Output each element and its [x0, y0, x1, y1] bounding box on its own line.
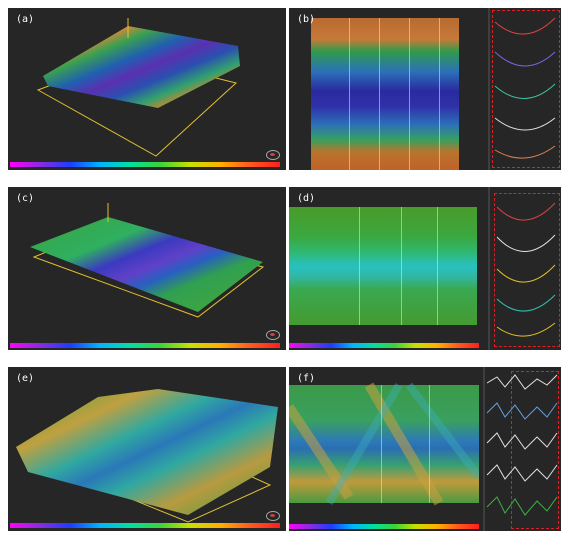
colorbar-f: [289, 524, 479, 529]
panel-label-c: (c): [16, 193, 35, 204]
texture-stripes-f: [289, 382, 479, 506]
panel-a: (a): [8, 8, 286, 170]
panel-label-e: (e): [16, 373, 35, 384]
grid-line: [359, 207, 360, 325]
colorbar-a: [10, 162, 280, 167]
grid-line: [409, 18, 410, 170]
axis-orientation-icon[interactable]: [266, 511, 280, 521]
surface-mesh-a: [43, 26, 240, 108]
colorbar-c: [10, 343, 280, 348]
panel-f: (f): [289, 367, 561, 531]
profile-plots-d: [488, 187, 556, 350]
panel-label-b: (b): [297, 14, 316, 25]
grid-line: [429, 385, 430, 503]
panel-e: (e): [8, 367, 286, 531]
grid-line: [439, 18, 440, 170]
profile-selection-box-b[interactable]: [492, 10, 560, 168]
surface-top-view-b[interactable]: [311, 18, 459, 170]
grid-line: [401, 207, 402, 325]
axis-orientation-icon[interactable]: [266, 330, 280, 340]
panel-b: (b): [289, 8, 561, 170]
profile-selection-box-d[interactable]: [494, 193, 560, 347]
profile-plots-f: [483, 367, 558, 531]
grid-line: [437, 207, 438, 325]
surface-3d-view-c[interactable]: [8, 187, 286, 350]
colorbar-d: [289, 343, 479, 348]
grid-line: [379, 18, 380, 170]
panel-d: (d): [289, 187, 561, 350]
panel-label-f: (f): [297, 373, 316, 384]
surface-top-view-d[interactable]: [289, 207, 477, 325]
axis-orientation-icon[interactable]: [266, 150, 280, 160]
panel-c: (c): [8, 187, 286, 350]
profile-selection-box-f[interactable]: [511, 371, 559, 529]
surface-3d-view-e[interactable]: [8, 367, 286, 531]
colorbar-e: [10, 523, 280, 528]
profile-plots-b: [488, 8, 556, 170]
panel-label-d: (d): [297, 193, 316, 204]
grid-line: [349, 18, 350, 170]
surface-mesh-c: [30, 217, 263, 312]
surface-mesh-e: [16, 389, 278, 515]
panel-label-a: (a): [16, 14, 35, 25]
surface-3d-view-a[interactable]: [8, 8, 286, 170]
grid-line: [381, 385, 382, 503]
